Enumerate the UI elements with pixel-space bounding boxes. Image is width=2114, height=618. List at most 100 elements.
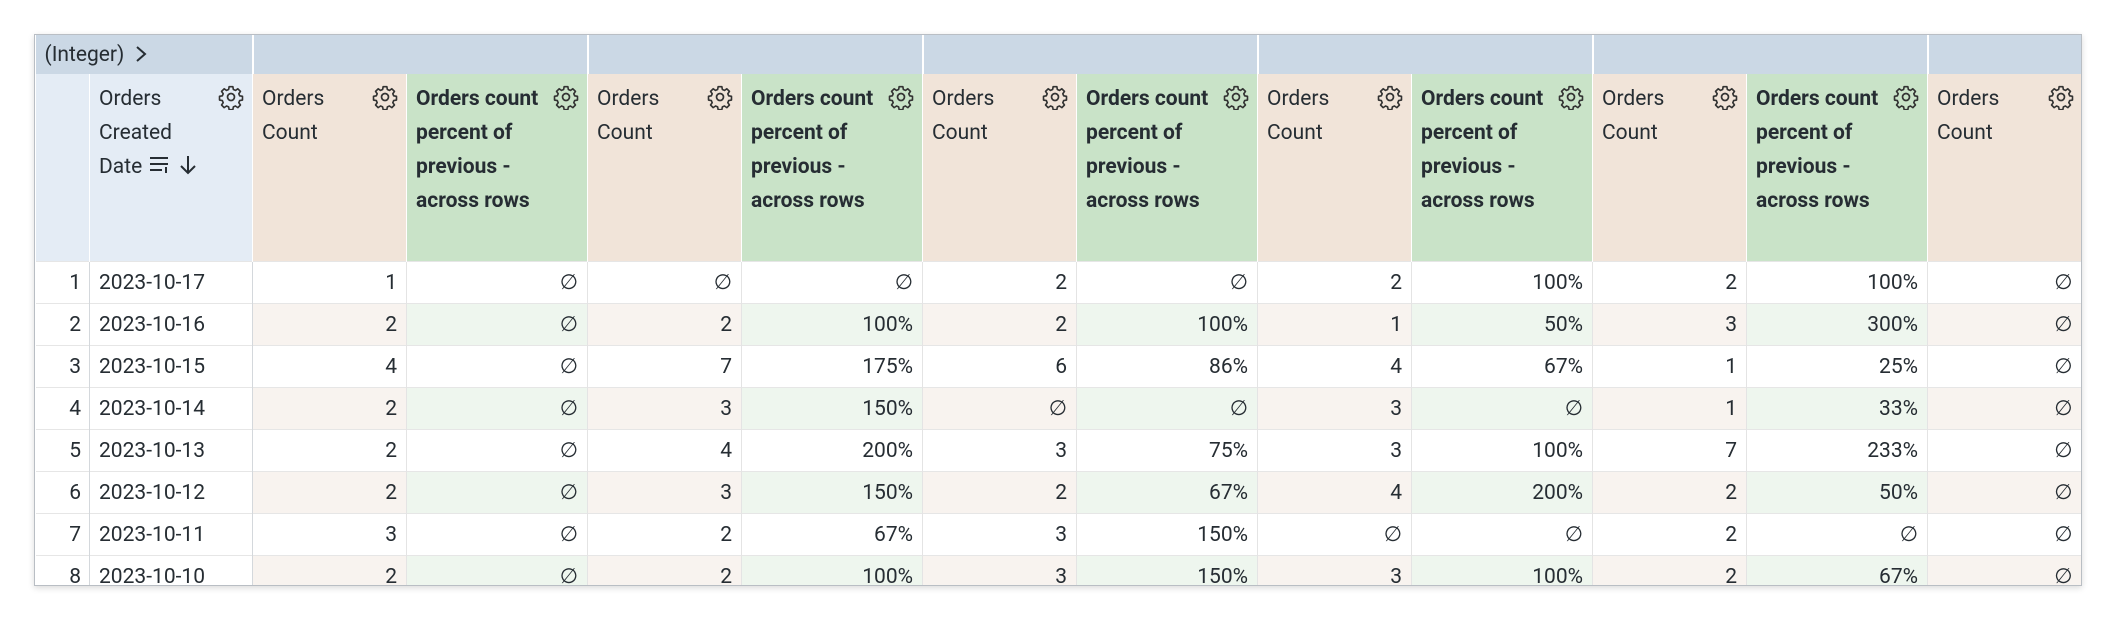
percent-cell: 100% [1411,555,1593,585]
count-cell: ∅ [1927,429,2081,472]
column-header[interactable]: Orders count percent of previous - acros… [741,74,923,262]
pivot-label-cell[interactable]: (Integer) [35,35,253,74]
count-cell: 2 [252,303,407,346]
settings-icon[interactable] [218,84,244,110]
settings-icon[interactable] [1042,84,1068,110]
count-cell: 1 [252,261,407,304]
count-cell: 4 [1257,345,1412,388]
date-cell: 2023-10-10 [89,555,254,585]
count-cell: 3 [1257,429,1412,472]
column-header[interactable]: Orders Count [587,74,742,262]
chevron-icon [135,45,147,62]
table: (Integer) Orders Created Date Orders Coun… [35,35,2081,585]
count-cell: 2 [1592,261,1747,304]
column-header-label: Orders Count [1267,87,1330,145]
percent-cell: ∅ [406,303,588,346]
percent-cell: 150% [741,471,923,514]
table-row: 7 2023-10-11 3 ∅ 2 67% 3 150% ∅ ∅ 2 ∅ ∅ [35,513,2081,556]
row-number: 2 [35,303,90,346]
column-header[interactable]: Orders count percent of previous - acros… [1411,74,1593,262]
column-header[interactable]: Orders Count [1592,74,1747,262]
pivot-group-cell [1256,35,1593,74]
count-cell: ∅ [1927,555,2081,585]
count-cell: 4 [252,345,407,388]
percent-cell: 25% [1746,345,1928,388]
percent-cell: 300% [1746,303,1928,346]
row-number: 8 [35,555,90,585]
settings-icon[interactable] [372,84,398,110]
percent-cell: 75% [1076,429,1258,472]
percent-cell: 50% [1411,303,1593,346]
count-cell: 2 [587,513,742,556]
percent-cell: 67% [1746,555,1928,585]
settings-icon[interactable] [1223,84,1249,110]
table-row: 5 2023-10-13 2 ∅ 4 200% 3 75% 3 100% 7 233% ∅ [35,429,2081,472]
percent-cell: 50% [1746,471,1928,514]
settings-icon[interactable] [1893,84,1919,110]
pivot-group-cell [921,35,1258,74]
percent-cell: 100% [1411,261,1593,304]
percent-cell: ∅ [741,261,923,304]
count-cell: 2 [922,471,1077,514]
date-cell: 2023-10-11 [89,513,254,556]
settings-icon[interactable] [1377,84,1403,110]
count-cell: 2 [922,261,1077,304]
settings-icon[interactable] [553,84,579,110]
count-cell: ∅ [587,261,742,304]
column-header[interactable]: Orders Count [1257,74,1412,262]
settings-icon[interactable] [1712,84,1738,110]
percent-cell: ∅ [1746,513,1928,556]
percent-cell: 233% [1746,429,1928,472]
column-header[interactable]: Orders count percent of previous - acros… [1746,74,1928,262]
percent-cell: 100% [1746,261,1928,304]
percent-cell: 86% [1076,345,1258,388]
count-cell: 3 [1257,555,1412,585]
count-cell: ∅ [1927,387,2081,430]
count-cell: 3 [1257,387,1412,430]
column-header[interactable]: Orders Created Date [88,74,253,262]
table-row: 3 2023-10-15 4 ∅ 7 175% 6 86% 4 67% 1 25% ∅ [35,345,2081,388]
count-cell: ∅ [1257,513,1412,556]
count-cell: 2 [587,555,742,585]
settings-icon[interactable] [1558,84,1584,110]
date-cell: 2023-10-12 [89,471,254,514]
column-header[interactable]: Orders Count [252,74,407,262]
count-cell: 2 [1257,261,1412,304]
pivot-header-row: (Integer) [35,35,2081,74]
date-cell: 2023-10-14 [89,387,254,430]
settings-icon[interactable] [2048,84,2074,110]
row-number: 7 [35,513,90,556]
settings-icon[interactable] [888,84,914,110]
pivot-group-cell [251,35,588,74]
percent-cell: 100% [1411,429,1593,472]
pivot-group-cell [586,35,923,74]
count-cell: 3 [587,387,742,430]
column-header-label: Orders Count [1937,87,2000,145]
date-cell: 2023-10-16 [89,303,254,346]
column-header[interactable]: Orders Count [922,74,1077,262]
column-header-label: Orders Created Date [99,82,243,184]
sort-icons[interactable] [148,153,204,177]
percent-cell: ∅ [1076,387,1258,430]
count-cell: 1 [1257,303,1412,346]
percent-cell: 150% [741,387,923,430]
percent-cell: 100% [741,555,923,585]
count-cell: 3 [922,429,1077,472]
column-header-label: Orders count percent of previous - acros… [1086,87,1209,213]
settings-icon[interactable] [707,84,733,110]
column-header-label: Orders count percent of previous - acros… [1756,87,1879,213]
row-number: 4 [35,387,90,430]
column-header[interactable]: Orders count percent of previous - acros… [406,74,588,262]
column-header[interactable]: Orders count percent of previous - acros… [1076,74,1258,262]
column-header-label: Orders Count [932,87,995,145]
row-number: 5 [35,429,90,472]
column-header-label: Orders count percent of previous - acros… [416,87,539,213]
column-header-label: Orders Count [597,87,660,145]
count-cell: ∅ [1927,513,2081,556]
pivot-group-cell [1591,35,1928,74]
column-header[interactable]: Orders Count [1927,74,2081,262]
count-cell: 2 [252,429,407,472]
table-row: 6 2023-10-12 2 ∅ 3 150% 2 67% 4 200% 2 50% ∅ [35,471,2081,514]
percent-cell: ∅ [1411,387,1593,430]
